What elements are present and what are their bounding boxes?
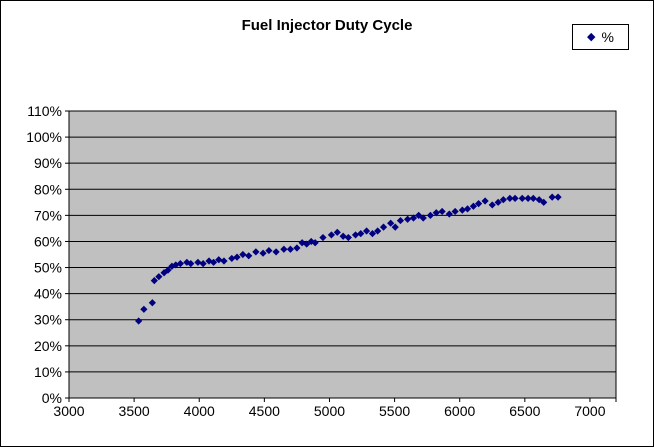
data-point[interactable] bbox=[438, 207, 446, 216]
x-tick-label: 3500 bbox=[119, 403, 150, 419]
data-point[interactable] bbox=[419, 214, 427, 222]
data-point[interactable] bbox=[481, 197, 489, 205]
data-point[interactable] bbox=[404, 215, 412, 223]
data-point[interactable] bbox=[387, 219, 395, 227]
y-tick-label: 80% bbox=[34, 181, 62, 197]
data-point[interactable] bbox=[199, 260, 207, 268]
legend-diamond-icon: ◆ bbox=[587, 30, 596, 43]
data-point[interactable] bbox=[368, 230, 377, 238]
data-point[interactable] bbox=[333, 228, 341, 236]
y-tick-label: 90% bbox=[34, 155, 62, 171]
data-point[interactable] bbox=[172, 261, 180, 269]
plot-area[interactable] bbox=[68, 110, 617, 399]
data-point[interactable] bbox=[445, 210, 453, 218]
y-tick-label: 70% bbox=[34, 207, 62, 223]
data-point[interactable] bbox=[357, 230, 365, 238]
data-point[interactable] bbox=[463, 205, 472, 213]
y-tick-label: 50% bbox=[34, 260, 62, 276]
data-point[interactable] bbox=[135, 317, 143, 325]
data-point[interactable] bbox=[209, 258, 218, 266]
data-point[interactable] bbox=[215, 256, 223, 264]
data-point[interactable] bbox=[155, 273, 163, 281]
data-point[interactable] bbox=[432, 209, 440, 217]
data-point[interactable] bbox=[362, 227, 371, 235]
data-point[interactable] bbox=[220, 257, 228, 265]
data-point[interactable] bbox=[506, 194, 514, 203]
x-tick-label: 3000 bbox=[53, 403, 84, 419]
y-tick-label: 100% bbox=[26, 129, 62, 145]
data-point[interactable] bbox=[233, 253, 241, 261]
y-tick-label: 10% bbox=[34, 364, 62, 380]
data-point[interactable] bbox=[474, 200, 483, 208]
data-point[interactable] bbox=[351, 231, 360, 239]
data-point[interactable] bbox=[205, 257, 213, 265]
data-point[interactable] bbox=[494, 198, 502, 206]
data-point[interactable] bbox=[187, 260, 195, 268]
data-point[interactable] bbox=[426, 211, 435, 219]
data-point[interactable] bbox=[303, 240, 311, 248]
data-point[interactable] bbox=[469, 202, 477, 210]
data-point[interactable] bbox=[451, 207, 459, 216]
data-point[interactable] bbox=[391, 223, 399, 231]
y-tick-label: 30% bbox=[34, 312, 62, 328]
data-point[interactable] bbox=[327, 231, 336, 239]
data-point[interactable] bbox=[319, 233, 327, 242]
y-tick-label: 20% bbox=[34, 338, 62, 354]
x-tick-label: 5000 bbox=[314, 403, 345, 419]
data-point[interactable] bbox=[298, 239, 306, 247]
x-tick-label: 7000 bbox=[574, 403, 605, 419]
data-point[interactable] bbox=[529, 194, 537, 203]
data-point[interactable] bbox=[458, 206, 466, 214]
data-point[interactable] bbox=[164, 266, 172, 274]
chart-title: Fuel Injector Duty Cycle bbox=[241, 17, 413, 34]
data-point[interactable] bbox=[511, 194, 519, 203]
data-point[interactable] bbox=[524, 194, 532, 203]
data-point[interactable] bbox=[286, 245, 295, 253]
data-point[interactable] bbox=[396, 216, 405, 225]
data-point[interactable] bbox=[488, 201, 496, 209]
data-point[interactable] bbox=[344, 233, 352, 242]
y-tick-label: 40% bbox=[34, 286, 62, 302]
data-point[interactable] bbox=[374, 227, 382, 235]
data-point[interactable] bbox=[548, 193, 556, 201]
x-tick-label: 4000 bbox=[184, 403, 215, 419]
data-point[interactable] bbox=[280, 245, 288, 253]
data-point[interactable] bbox=[518, 194, 526, 203]
data-point[interactable] bbox=[272, 248, 280, 256]
data-point[interactable] bbox=[228, 254, 236, 263]
data-point[interactable] bbox=[160, 269, 168, 277]
data-point[interactable] bbox=[150, 276, 158, 285]
y-tick-label: 0% bbox=[42, 390, 62, 406]
y-tick-label: 110% bbox=[27, 103, 62, 119]
data-point[interactable] bbox=[194, 258, 202, 266]
x-tick-label: 4500 bbox=[249, 403, 280, 419]
y-tick-label: 60% bbox=[34, 233, 62, 249]
data-point[interactable] bbox=[540, 198, 548, 206]
data-point[interactable] bbox=[148, 299, 156, 307]
data-point[interactable] bbox=[293, 244, 301, 252]
x-tick-label: 6000 bbox=[444, 403, 475, 419]
data-point[interactable] bbox=[265, 246, 273, 255]
data-point[interactable] bbox=[259, 249, 267, 257]
x-tick-label: 6500 bbox=[509, 403, 540, 419]
data-point[interactable] bbox=[499, 196, 507, 204]
data-point[interactable] bbox=[554, 193, 562, 201]
data-point[interactable] bbox=[311, 239, 319, 247]
legend[interactable]: ◆ % bbox=[572, 24, 629, 50]
legend-label: % bbox=[601, 29, 614, 45]
data-point[interactable] bbox=[176, 260, 184, 268]
x-tick-label: 5500 bbox=[379, 403, 410, 419]
data-point[interactable] bbox=[409, 214, 418, 222]
data-point[interactable] bbox=[339, 232, 347, 240]
data-point[interactable] bbox=[245, 252, 253, 260]
data-point[interactable] bbox=[239, 250, 247, 259]
data-point[interactable] bbox=[379, 223, 388, 231]
data-point[interactable] bbox=[252, 248, 260, 256]
data-point[interactable] bbox=[140, 305, 148, 313]
